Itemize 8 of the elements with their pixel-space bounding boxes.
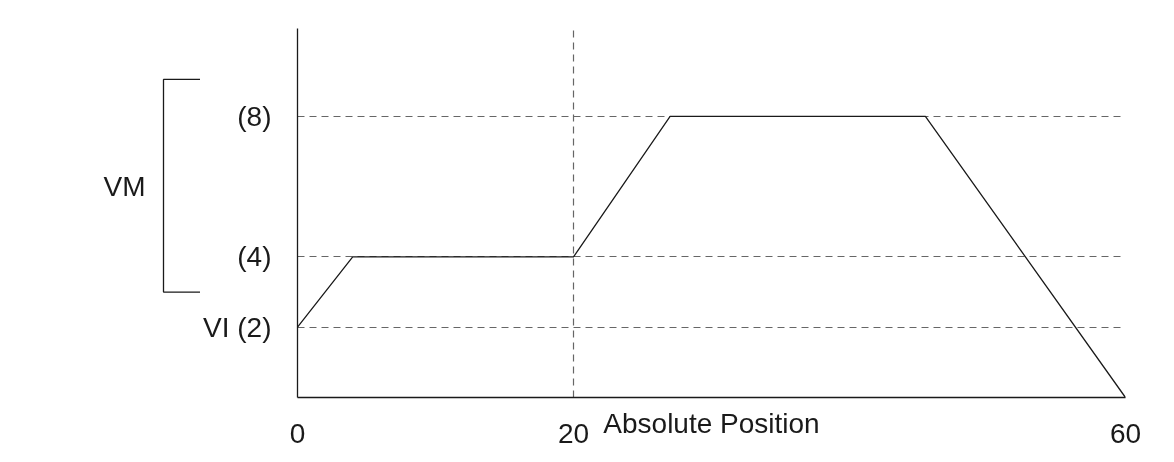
y-tick-label: VI (2) bbox=[203, 311, 272, 343]
x-tick-label: 60 bbox=[1109, 417, 1142, 449]
x-axis-title: Absolute Position bbox=[603, 407, 820, 439]
x-tick-label: 0 bbox=[289, 417, 306, 449]
y-tick-label: (8) bbox=[237, 100, 272, 132]
y-tick-label: (4) bbox=[237, 241, 272, 273]
x-tick-label: 20 bbox=[557, 417, 590, 449]
text: VM bbox=[103, 171, 146, 203]
